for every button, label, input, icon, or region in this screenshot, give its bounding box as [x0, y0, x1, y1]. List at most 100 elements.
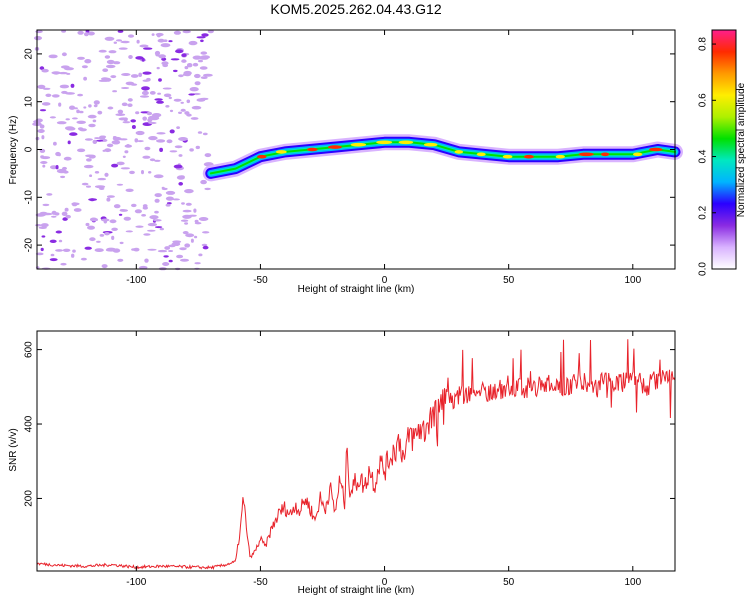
- noise-speck: [101, 77, 109, 81]
- signal-hotspot: [376, 140, 393, 145]
- noise-speck: [182, 231, 189, 235]
- noise-speck: [194, 222, 202, 225]
- noise-speck: [153, 219, 162, 222]
- y-tick-label: 200: [24, 490, 35, 507]
- noise-speck: [55, 165, 59, 170]
- noise-speck: [58, 102, 62, 107]
- noise-speck: [41, 135, 45, 140]
- noise-speck: [197, 131, 203, 134]
- noise-speck: [77, 148, 86, 153]
- noise-speck: [142, 204, 148, 208]
- signal-hotspot: [350, 142, 367, 147]
- noise-speck: [203, 73, 213, 77]
- noise-speck: [174, 145, 183, 149]
- x-tick-label: 0: [382, 577, 388, 588]
- noise-speck: [120, 167, 131, 170]
- noise-speck: [154, 98, 163, 101]
- noise-speck: [69, 132, 78, 136]
- noise-speck: [124, 150, 129, 154]
- noise-speck: [165, 105, 170, 108]
- noise-speck: [42, 164, 46, 168]
- noise-speck: [130, 74, 139, 78]
- noise-speck: [113, 204, 121, 209]
- noise-speck: [48, 54, 58, 59]
- noise-speck: [194, 235, 198, 239]
- snr-y-axis-label: SNR (v/v): [8, 428, 19, 471]
- noise-speck: [201, 33, 209, 37]
- noise-speck: [201, 243, 208, 247]
- noise-speck: [105, 64, 116, 69]
- x-tick-label: -50: [253, 577, 268, 588]
- noise-speck: [134, 209, 142, 214]
- noise-speck: [135, 130, 145, 136]
- signal-hotspot: [327, 145, 342, 149]
- noise-speck: [96, 139, 104, 142]
- noise-speck: [190, 117, 199, 120]
- colorbar: 0.0 0.2 0.4 0.6 0.8 Normalized spectral ampl…: [698, 29, 747, 276]
- colorbar-tick-label: 0.4: [698, 149, 709, 163]
- noise-speck: [148, 171, 152, 174]
- noise-speck: [162, 87, 172, 90]
- noise-speck: [168, 96, 172, 100]
- noise-speck: [69, 105, 76, 110]
- noise-speck: [53, 71, 60, 75]
- noise-speck: [130, 119, 136, 123]
- noise-speck: [77, 93, 83, 97]
- noise-speck: [93, 104, 98, 108]
- noise-speck: [125, 81, 135, 86]
- noise-speck: [112, 136, 122, 141]
- noise-speck: [64, 207, 69, 212]
- noise-speck: [112, 90, 117, 93]
- noise-speck: [39, 124, 45, 129]
- noise-speck: [168, 40, 173, 43]
- noise-speck: [104, 55, 111, 59]
- noise-speck: [60, 262, 67, 266]
- noise-speck: [106, 195, 115, 198]
- spectrogram-x-axis-label: Height of straight line (km): [298, 284, 415, 295]
- noise-speck: [39, 66, 45, 70]
- noise-speck: [73, 107, 78, 110]
- noise-speck: [194, 81, 201, 86]
- noise-speck: [133, 247, 140, 252]
- x-tick-label: -50: [253, 275, 268, 286]
- x-tick-label: -100: [126, 275, 146, 286]
- noise-speck: [62, 217, 68, 221]
- noise-speck: [185, 233, 195, 238]
- noise-speck: [161, 186, 165, 189]
- noise-speck: [189, 87, 199, 92]
- colorbar-label: Normalized spectral amplitude: [736, 82, 747, 217]
- noise-speck: [65, 214, 71, 219]
- colorbar-tick-label: 0.0: [698, 262, 709, 276]
- noise-speck: [198, 59, 203, 63]
- noise-speck: [165, 196, 174, 201]
- noise-speck: [77, 56, 85, 60]
- noise-speck: [207, 29, 214, 34]
- noise-speck: [71, 117, 78, 120]
- noise-speck: [35, 252, 44, 256]
- noise-speck: [93, 100, 100, 105]
- noise-speck: [84, 59, 92, 64]
- noise-speck: [39, 211, 48, 216]
- noise-speck: [84, 246, 92, 250]
- noise-speck: [181, 59, 187, 63]
- noise-speck: [144, 146, 151, 151]
- y-tick-label: 400: [24, 415, 35, 432]
- noise-speck: [49, 116, 57, 119]
- noise-speck: [139, 265, 148, 270]
- noise-speck: [118, 47, 128, 50]
- signal-hotspot: [502, 154, 513, 159]
- noise-speck: [149, 91, 156, 95]
- noise-speck: [176, 175, 185, 180]
- noise-speck: [120, 40, 130, 44]
- noise-speck: [151, 33, 155, 36]
- noise-speck: [173, 164, 183, 169]
- noise-speck: [77, 30, 84, 35]
- x-tick-label: 50: [503, 275, 515, 286]
- noise-speck: [118, 213, 123, 216]
- noise-speck: [180, 101, 184, 104]
- noise-speck: [184, 189, 194, 194]
- signal-hotspot: [398, 140, 414, 145]
- colorbar-tick-label: 0.2: [698, 205, 709, 219]
- noise-speck: [84, 32, 89, 37]
- noise-speck: [106, 197, 111, 202]
